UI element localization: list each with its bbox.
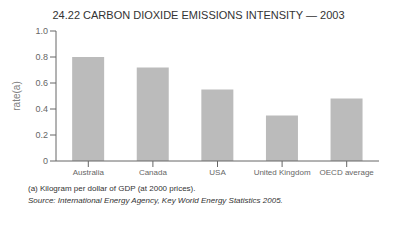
svg-text:0.4: 0.4: [35, 104, 48, 114]
html-text:(a) Kilogram per dollar of GDP: (a) Kilogram per dollar of GDP (at 2000 …: [28, 184, 196, 193]
svg-text:rate(a): rate(a): [11, 81, 22, 110]
svg-text:USA: USA: [209, 168, 226, 177]
svg-text:0.2: 0.2: [35, 130, 48, 140]
svg-text:Canada: Canada: [139, 168, 168, 177]
svg-text:OECD average: OECD average: [320, 168, 375, 177]
svg-text:United Kingdom: United Kingdom: [254, 168, 311, 177]
svg-text:0: 0: [43, 156, 48, 166]
svg-text:Australia: Australia: [73, 168, 105, 177]
svg-text:1.0: 1.0: [35, 26, 48, 36]
html-text:Source: International Energy A: Source: International Energy Agency, Key…: [28, 196, 283, 205]
svg-text:0.8: 0.8: [35, 52, 48, 62]
svg-text:0.6: 0.6: [35, 78, 48, 88]
html-text:24.22 CARBON DIOXIDE EMISSIONS: 24.22 CARBON DIOXIDE EMISSIONS INTENSITY…: [52, 9, 345, 21]
